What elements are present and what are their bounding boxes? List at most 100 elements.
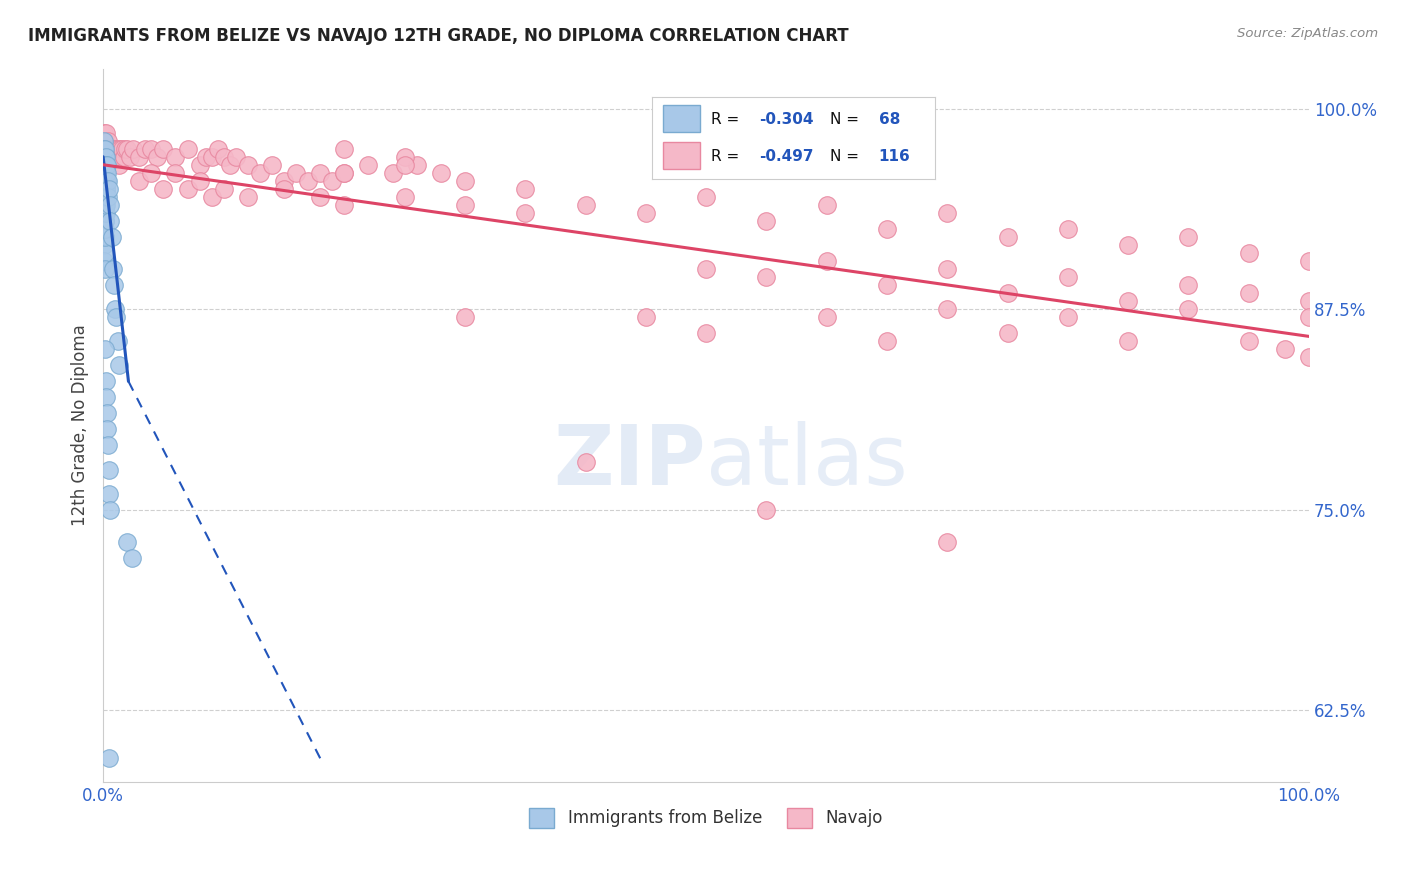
Point (103, 278, 125, 293)
Point (454, 174, 477, 188)
Point (94, 190, 117, 204)
Point (94, 166, 117, 180)
Point (110, 150, 132, 164)
Point (96, 166, 118, 180)
Point (93, 238, 115, 252)
Point (936, 302, 959, 317)
Point (94, 150, 117, 164)
Point (273, 174, 295, 188)
Point (94, 198, 117, 212)
Point (152, 182, 174, 196)
Point (333, 198, 356, 212)
Point (98, 198, 121, 212)
Point (94, 142, 117, 156)
Point (1237, 286, 1260, 301)
Point (97, 462, 120, 476)
Point (94, 230, 117, 244)
Point (94, 166, 117, 180)
Point (695, 262, 717, 277)
Point (695, 326, 717, 341)
Legend: Immigrants from Belize, Navajo: Immigrants from Belize, Navajo (523, 801, 890, 835)
Point (273, 182, 295, 196)
Point (207, 142, 229, 156)
Point (1177, 302, 1199, 317)
Point (152, 142, 174, 156)
Point (94, 126, 117, 140)
Point (94, 182, 117, 196)
Point (100, 142, 122, 156)
Point (98, 142, 121, 156)
Point (146, 150, 169, 164)
Point (93, 190, 115, 204)
Point (97, 134, 120, 148)
Point (93, 142, 115, 156)
Point (212, 150, 235, 164)
Point (249, 166, 271, 180)
Point (285, 166, 308, 180)
Point (94, 214, 117, 228)
Point (93, 126, 115, 140)
Point (96, 422, 118, 436)
Point (225, 150, 247, 164)
Point (695, 190, 717, 204)
Point (93, 214, 115, 228)
Point (188, 174, 211, 188)
Point (121, 550, 143, 565)
Point (98, 502, 121, 516)
Point (94, 158, 117, 172)
Point (97, 190, 120, 204)
Point (1177, 230, 1199, 244)
Point (515, 206, 537, 220)
Point (104, 302, 127, 317)
Point (112, 150, 135, 164)
Point (93, 222, 115, 236)
Point (97, 174, 120, 188)
Point (94, 158, 117, 172)
Point (755, 214, 778, 228)
Point (93, 230, 115, 244)
Point (93, 134, 115, 148)
Point (96, 174, 118, 188)
Point (94, 222, 117, 236)
Point (101, 262, 124, 277)
Point (98, 751, 121, 765)
Point (103, 142, 125, 156)
Point (1274, 343, 1296, 357)
Point (1237, 334, 1260, 349)
Point (108, 142, 131, 156)
Point (98, 182, 121, 196)
Point (1116, 238, 1139, 252)
Point (394, 158, 416, 172)
Point (94, 374, 117, 388)
Point (430, 166, 453, 180)
Point (94, 206, 117, 220)
Point (1116, 334, 1139, 349)
Point (107, 158, 129, 172)
Point (997, 326, 1019, 341)
Point (997, 286, 1019, 301)
Point (218, 158, 240, 172)
Point (357, 158, 380, 172)
Point (176, 182, 198, 196)
Point (194, 150, 217, 164)
Point (111, 142, 134, 156)
Point (405, 158, 427, 172)
Point (1057, 270, 1080, 285)
Point (634, 310, 657, 325)
Text: ZIP: ZIP (554, 421, 706, 501)
Text: Source: ZipAtlas.com: Source: ZipAtlas.com (1237, 27, 1378, 40)
Point (94, 174, 117, 188)
Point (128, 150, 150, 164)
Point (212, 182, 235, 196)
Point (94, 390, 117, 404)
Point (815, 310, 838, 325)
Point (94, 182, 117, 196)
Point (815, 198, 838, 212)
Point (876, 222, 898, 236)
Point (755, 502, 778, 516)
Y-axis label: 12th Grade, No Diploma: 12th Grade, No Diploma (72, 325, 89, 526)
Point (93, 150, 115, 164)
Point (236, 190, 259, 204)
Point (94, 343, 117, 357)
Point (94, 174, 117, 188)
